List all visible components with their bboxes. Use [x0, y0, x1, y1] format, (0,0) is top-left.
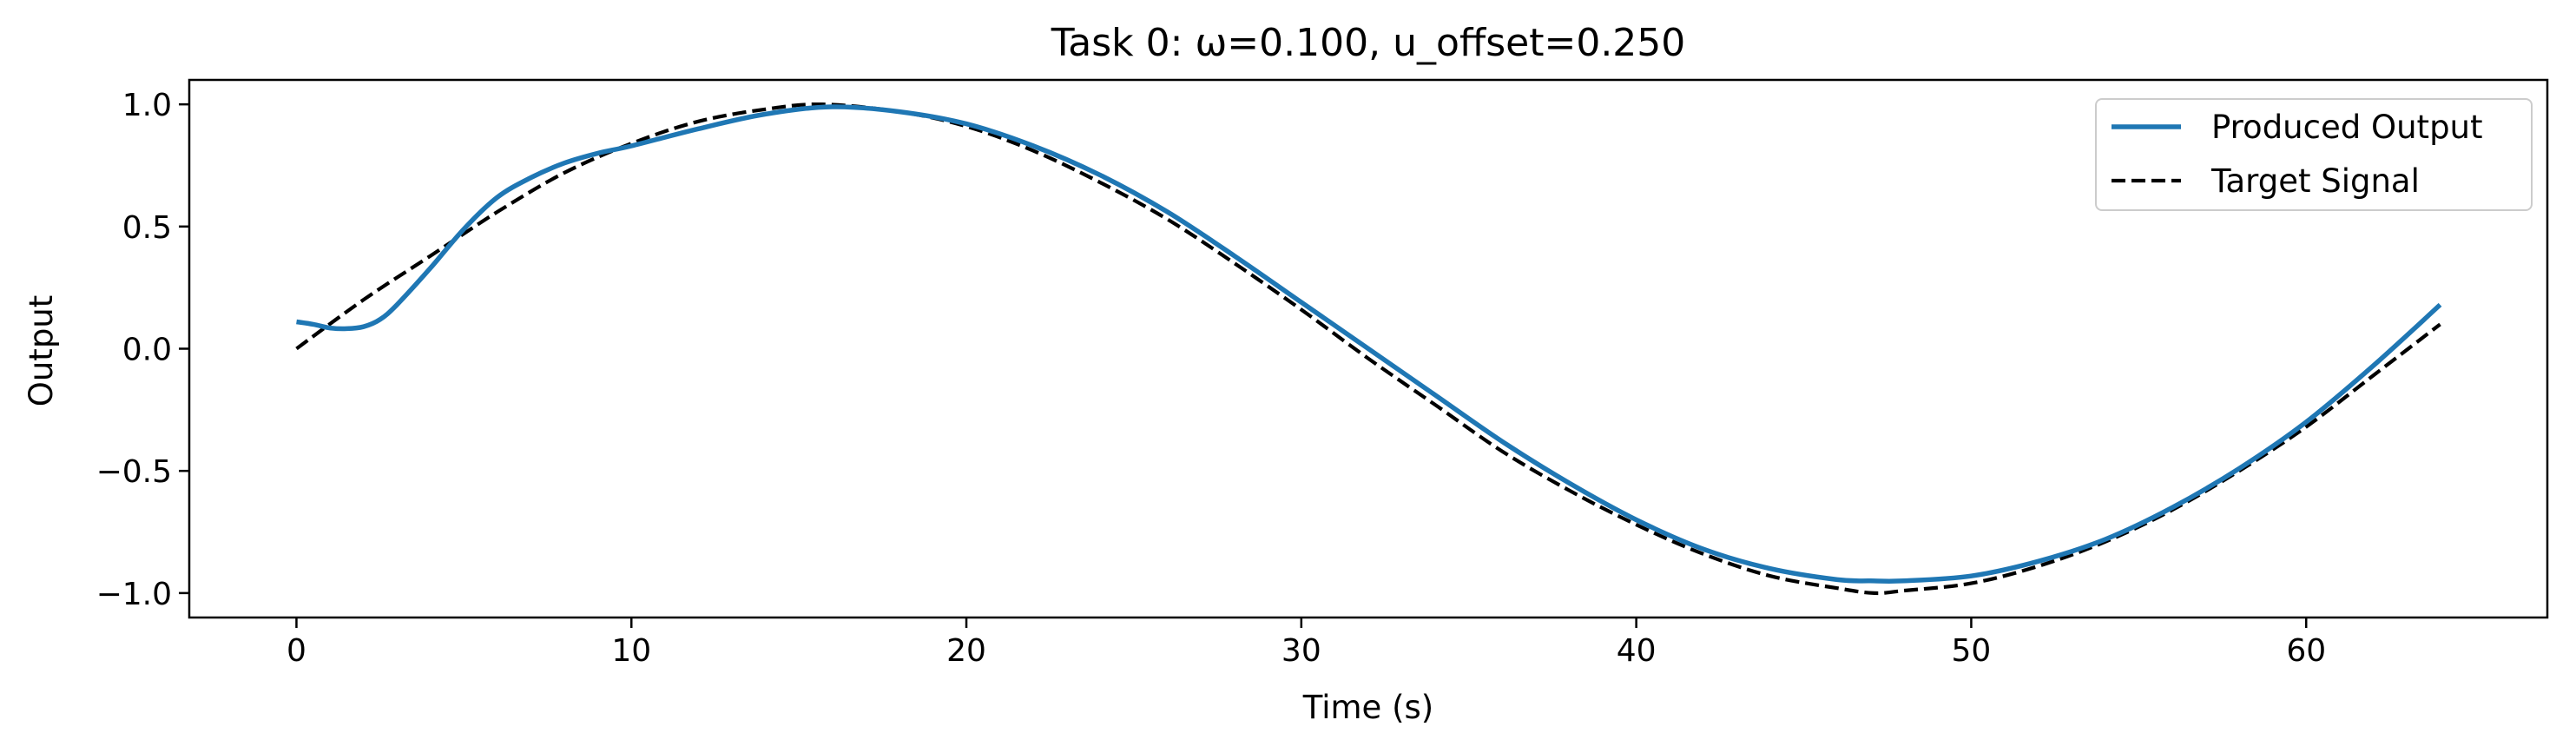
- x-axis-label: Time (s): [1302, 689, 1433, 726]
- y-tick-label: 1.0: [122, 88, 172, 123]
- x-axis-ticks: 0 10 20 30 40 50 60: [287, 618, 2326, 669]
- y-axis-ticks: −1.0 −0.5 0.0 0.5 1.0: [96, 88, 189, 612]
- legend: Produced Output Target Signal: [2095, 98, 2533, 211]
- y-tick-label: −0.5: [96, 454, 172, 490]
- x-tick-label: 10: [611, 633, 651, 669]
- x-tick-label: 20: [946, 633, 986, 669]
- legend-label: Target Signal: [2210, 162, 2420, 200]
- series-line-target-signal: [295, 102, 2441, 596]
- legend-box: [2095, 98, 2533, 211]
- series-line-produced-output: [296, 104, 2442, 584]
- x-tick-label: 50: [1952, 633, 1992, 669]
- x-tick-label: 0: [287, 633, 306, 669]
- legend-label: Produced Output: [2211, 109, 2483, 146]
- chart-title: Task 0: ω=0.100, u_offset=0.250: [1051, 21, 1686, 65]
- y-tick-label: 0.0: [122, 333, 172, 368]
- x-tick-label: 30: [1281, 633, 1321, 669]
- y-tick-label: −1.0: [96, 577, 172, 612]
- series-layer: [295, 102, 2442, 596]
- x-tick-label: 60: [2286, 633, 2326, 669]
- y-axis-label: Output: [23, 295, 60, 407]
- y-tick-label: 0.5: [122, 210, 172, 246]
- x-tick-label: 40: [1617, 633, 1657, 669]
